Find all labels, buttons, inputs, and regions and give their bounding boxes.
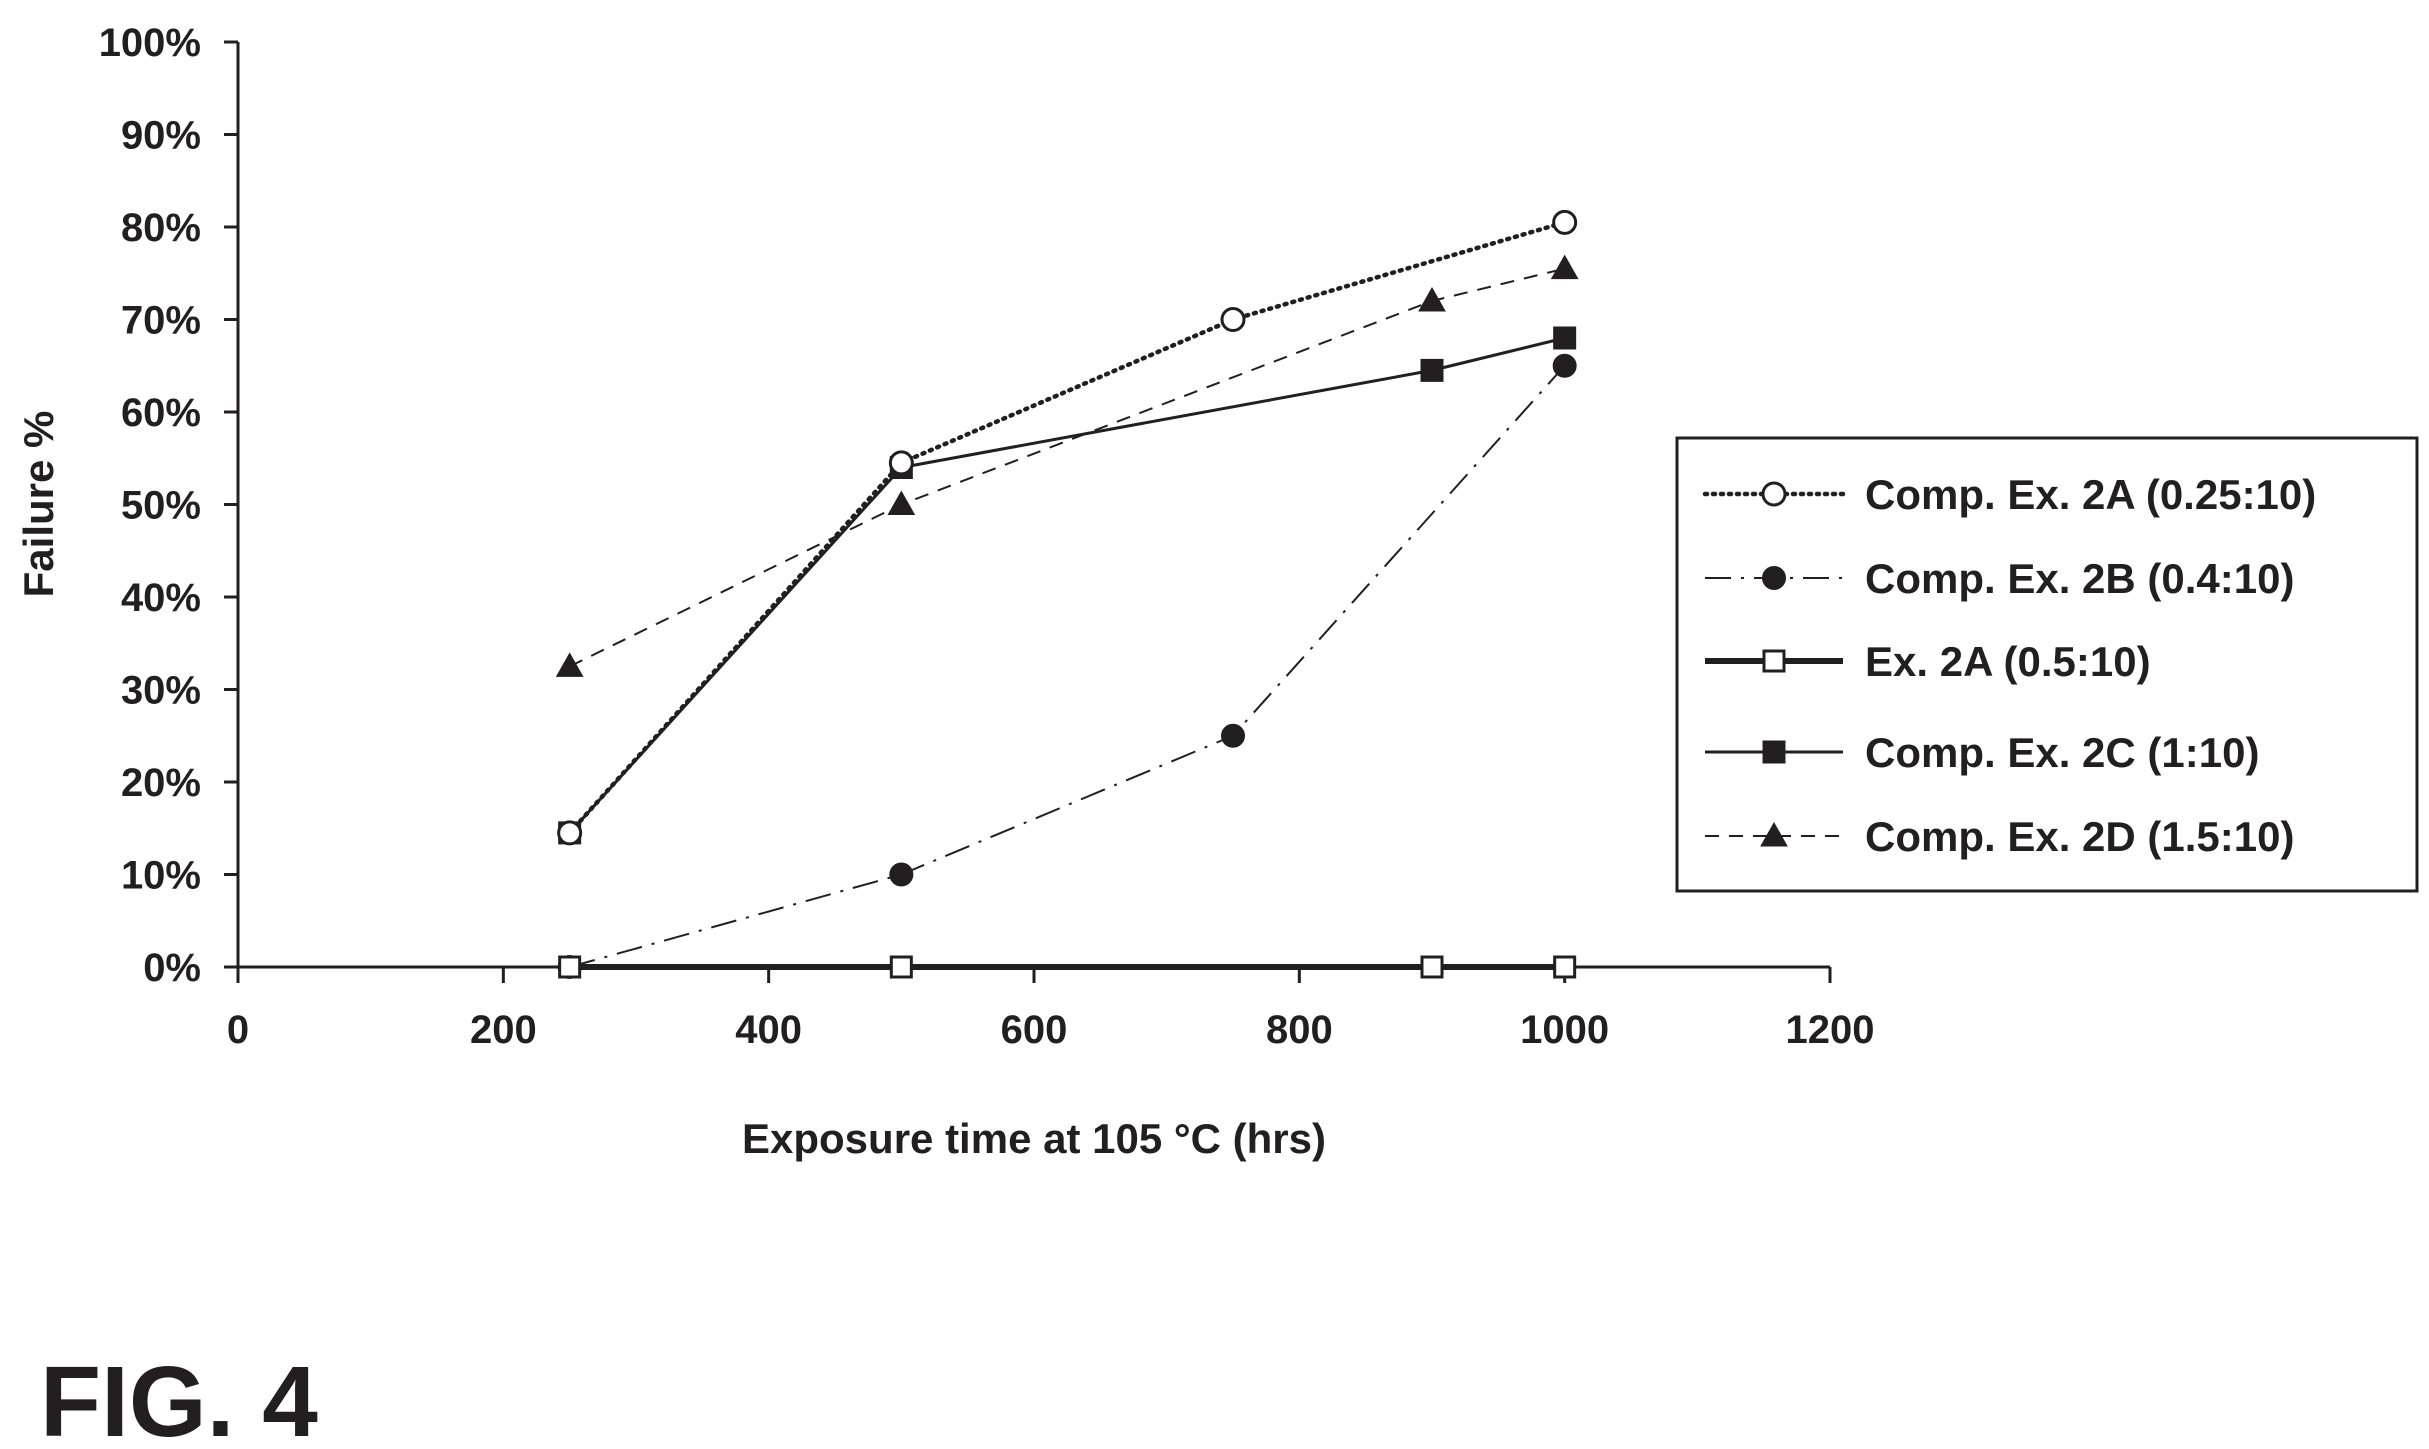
y-tick-label: 0% [143,946,201,990]
series-line [569,267,1565,668]
data-point [1420,955,1444,979]
legend-item: Comp. Ex. 2A (0.25:10) [1702,471,2316,518]
y-tick-label: 70% [121,299,201,343]
data-point [1553,326,1577,350]
data-point [558,955,582,979]
legend-swatch-marker [1760,821,1788,847]
data-point [1550,254,1579,280]
y-tick-label: 40% [121,576,201,620]
series-3 [558,326,1577,845]
legend-swatch-marker [1762,649,1786,673]
x-tick-label: 0 [227,1008,249,1052]
data-point [888,450,914,476]
y-tick-label: 10% [121,854,201,898]
legend-label: Comp. Ex. 2B (0.4:10) [1865,555,2294,602]
legend-label: Ex. 2A (0.5:10) [1865,638,2151,685]
series-4 [555,254,1579,677]
data-point [555,652,584,677]
series-layer [555,209,1579,979]
y-tick-label: 60% [121,391,201,435]
legend-label: Comp. Ex. 2A (0.25:10) [1865,471,2316,518]
series-0 [557,209,1578,846]
data-point [1553,955,1577,979]
data-point [887,490,916,515]
series-1 [557,353,1577,979]
legend-item: Ex. 2A (0.5:10) [1705,638,2151,685]
data-point [1220,307,1246,332]
series-line [569,365,1566,968]
figure-label: FIG. 4 [40,1346,318,1449]
data-point [1221,723,1245,748]
x-tick-label: 1000 [1520,1008,1609,1052]
legend-label: Comp. Ex. 2D (1.5:10) [1865,813,2294,860]
y-tick-label: 90% [121,114,201,158]
x-axis-title: Exposure time at 105 °C (hrs) [742,1115,1326,1162]
series-2 [558,955,1577,979]
legend-swatch-marker [1762,566,1786,590]
y-tick-label: 20% [121,761,201,805]
legend: Comp. Ex. 2A (0.25:10) Comp. Ex. 2B (0.4:… [1675,436,2419,893]
data-point [557,820,583,846]
y-axis-title: Failure % [15,411,62,598]
plot-axes [236,42,1830,969]
y-tick-label: 100% [99,21,201,65]
legend-box [1675,436,2419,893]
data-point [1420,358,1444,382]
data-point [889,862,914,887]
data-point [889,955,913,979]
x-tick-label: 600 [1001,1008,1068,1052]
y-axis-ticks: 0% 10% 20% 30% 40% 50% 60% 70% 80% 90% 100% [99,21,238,990]
data-point [1552,353,1577,378]
legend-swatch-marker [1761,481,1787,507]
series-line [567,220,1567,836]
x-tick-label: 1200 [1786,1008,1875,1052]
legend-swatch-marker [1762,740,1786,764]
x-tick-label: 800 [1266,1008,1333,1052]
legend-item: Comp. Ex. 2C (1:10) [1705,729,2259,776]
x-tick-label: 200 [470,1008,537,1052]
y-tick-label: 30% [121,669,201,713]
series-line [568,336,1566,834]
legend-item: Comp. Ex. 2D (1.5:10) [1705,813,2294,860]
data-point [1418,286,1446,312]
legend-item: Comp. Ex. 2B (0.4:10) [1705,555,2294,602]
x-axis-ticks: 0 200 400 600 800 1000 1200 [227,967,1875,1052]
x-tick-label: 400 [735,1008,802,1052]
data-point [1552,209,1578,235]
legend-label: Comp. Ex. 2C (1:10) [1865,729,2259,776]
y-tick-label: 80% [121,206,201,250]
y-tick-label: 50% [121,484,201,528]
